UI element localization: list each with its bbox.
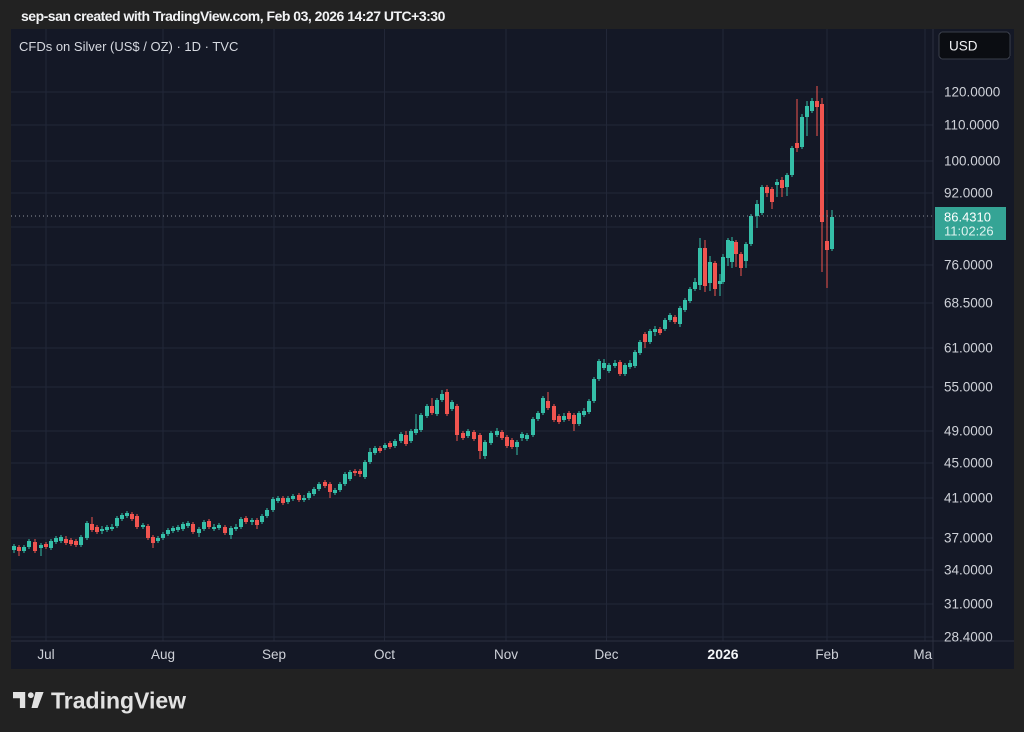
svg-text:34.0000: 34.0000 (944, 563, 993, 578)
svg-text:55.0000: 55.0000 (944, 380, 993, 395)
svg-text:Nov: Nov (494, 647, 518, 662)
svg-text:Mar: Mar (913, 647, 937, 662)
svg-text:45.0000: 45.0000 (944, 456, 993, 471)
svg-text:28.4000: 28.4000 (944, 630, 993, 645)
svg-text:Feb: Feb (815, 647, 838, 662)
svg-text:Jul: Jul (37, 647, 54, 662)
svg-text:92.0000: 92.0000 (944, 186, 993, 201)
svg-text:TradingView: TradingView (51, 688, 186, 714)
svg-text:31.0000: 31.0000 (944, 597, 993, 612)
svg-text:61.0000: 61.0000 (944, 341, 993, 356)
svg-text:76.0000: 76.0000 (944, 258, 993, 273)
svg-text:110.0000: 110.0000 (944, 118, 999, 133)
svg-text:Dec: Dec (594, 647, 618, 662)
svg-text:120.0000: 120.0000 (944, 85, 1000, 100)
svg-text:41.0000: 41.0000 (944, 491, 993, 506)
svg-text:68.5000: 68.5000 (944, 296, 993, 311)
svg-text:37.0000: 37.0000 (944, 531, 993, 546)
svg-text:Aug: Aug (151, 647, 175, 662)
svg-text:49.0000: 49.0000 (944, 424, 993, 439)
svg-text:2026: 2026 (707, 646, 738, 662)
svg-text:100.0000: 100.0000 (944, 154, 1000, 169)
svg-text:Oct: Oct (374, 647, 395, 662)
svg-text:86.4310: 86.4310 (944, 210, 991, 225)
svg-text:CFDs on Silver (US$ / OZ) · 1D: CFDs on Silver (US$ / OZ) · 1D · TVC (19, 39, 238, 54)
svg-text:11:02:26: 11:02:26 (944, 224, 994, 239)
svg-text:USD: USD (949, 39, 978, 54)
svg-text:Sep: Sep (262, 647, 286, 662)
